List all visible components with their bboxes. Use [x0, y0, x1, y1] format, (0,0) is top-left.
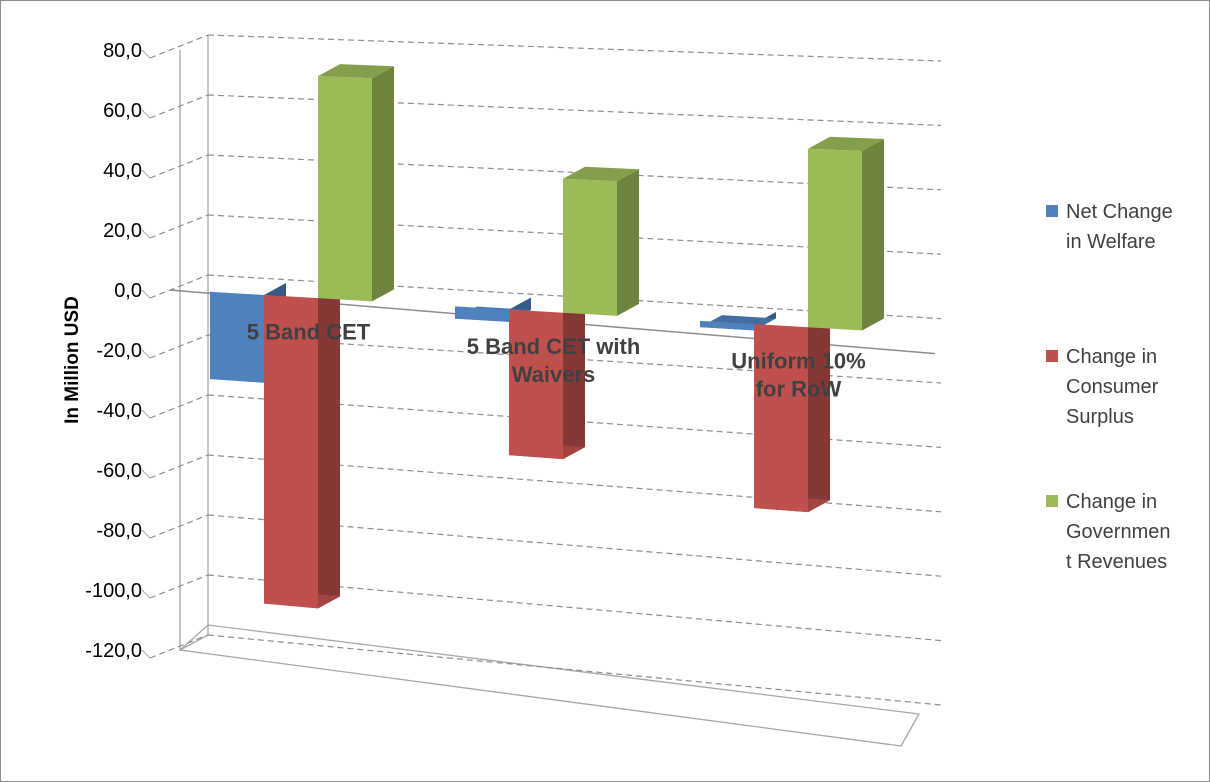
- bar-side: [617, 169, 639, 316]
- y-tick-label: 80,0: [103, 40, 142, 62]
- gridline-side: [149, 34, 209, 59]
- bar-2-1: [563, 166, 639, 316]
- bar-1-1: [509, 300, 585, 460]
- category-label-line: Uniform 10%: [731, 349, 865, 374]
- legend-label-line: Consumer: [1066, 376, 1159, 398]
- bar-top: [318, 64, 394, 79]
- bar-side: [563, 300, 585, 460]
- category-label-line: for RoW: [756, 377, 842, 402]
- y-tick-label: -60,0: [96, 460, 142, 482]
- bar-front: [509, 309, 563, 460]
- gridline: [207, 94, 942, 126]
- bar-side: [862, 139, 884, 331]
- legend-label-line: Governmen: [1066, 521, 1171, 543]
- y-tick-mark: [141, 349, 151, 359]
- bar-1-2: [754, 315, 830, 513]
- y-tick-label: -20,0: [96, 340, 142, 362]
- category-labels: 5 Band CET 5 Band CET with Waivers Uniform …: [247, 320, 866, 402]
- y-axis-title: In Million USD: [62, 296, 83, 424]
- legend-label-line: Net Change: [1066, 201, 1173, 223]
- gridline-side: [149, 634, 209, 659]
- legend: Net Change in Welfare Change in Consumer Sur…: [1046, 201, 1173, 573]
- legend-label-line: in Welfare: [1066, 231, 1156, 253]
- y-tick-label: -80,0: [96, 520, 142, 542]
- legend-label-line: Change in: [1066, 346, 1157, 368]
- bar-front: [700, 320, 754, 331]
- gridline-side: [149, 574, 209, 599]
- floor: [178, 624, 921, 747]
- bar-front: [318, 76, 372, 302]
- bar-side: [372, 66, 394, 302]
- y-tick-label: -120,0: [85, 640, 142, 662]
- y-tick-label: -40,0: [96, 400, 142, 422]
- bar-2-2: [808, 136, 884, 331]
- bar-front: [808, 148, 862, 331]
- y-tick-mark: [141, 469, 151, 479]
- bar-2-0: [318, 64, 394, 302]
- category-label: 5 Band CET: [247, 320, 371, 345]
- gridline-side: [149, 454, 209, 479]
- legend-label: Net Change in Welfare: [1066, 201, 1173, 253]
- bar-front: [210, 291, 264, 383]
- y-tick-mark: [141, 169, 151, 179]
- category-label: 5 Band CET with Waivers: [467, 334, 641, 387]
- y-tick-label: 20,0: [103, 220, 142, 242]
- legend-label-line: Surplus: [1066, 406, 1134, 428]
- bar-side: [318, 286, 340, 609]
- gridline-side: [149, 514, 209, 539]
- legend-label: Change in Consumer Surplus: [1066, 346, 1159, 428]
- gridline-side: [149, 274, 209, 299]
- y-tick-mark: [141, 409, 151, 419]
- back-wall-edge: [179, 35, 209, 651]
- bar-front: [455, 306, 509, 322]
- bar-top: [563, 166, 639, 182]
- y-tick-mark: [141, 229, 151, 239]
- gridline-side: [149, 334, 209, 359]
- y-tick-mark: [141, 289, 151, 299]
- gridline: [207, 634, 942, 706]
- gridline-side: [149, 214, 209, 239]
- category-label-line: Waivers: [512, 362, 596, 387]
- bar-1-0: [264, 286, 340, 609]
- y-tick-label: 0,0: [114, 280, 142, 302]
- y-tick-mark: [141, 589, 151, 599]
- gridline: [207, 34, 942, 62]
- y-tick-mark: [141, 649, 151, 659]
- legend-swatch: [1046, 350, 1058, 362]
- legend-label-line: t Revenues: [1066, 551, 1167, 573]
- legend-swatch: [1046, 205, 1058, 217]
- bars: [210, 64, 884, 609]
- legend-swatch: [1046, 495, 1058, 507]
- y-tick-mark: [141, 109, 151, 119]
- gridline-side: [149, 154, 209, 179]
- y-tick-label: 60,0: [103, 100, 142, 122]
- legend-label-line: Change in: [1066, 491, 1157, 513]
- bar-front: [264, 294, 318, 609]
- y-tick-label: 40,0: [103, 160, 142, 182]
- category-label: Uniform 10% for RoW: [731, 349, 865, 402]
- y-tick-label: -100,0: [85, 580, 142, 602]
- y-tick-mark: [141, 49, 151, 59]
- bar-side: [808, 315, 830, 513]
- bar-top: [808, 136, 884, 152]
- category-label-line: 5 Band CET with: [467, 334, 641, 359]
- gridline-side: [149, 94, 209, 119]
- gridline-side: [149, 394, 209, 419]
- category-label-line: 5 Band CET: [247, 320, 371, 345]
- y-tick-mark: [141, 529, 151, 539]
- bar-front: [563, 178, 617, 316]
- bar-front: [754, 324, 808, 513]
- legend-label: Change in Governmen t Revenues: [1066, 491, 1171, 573]
